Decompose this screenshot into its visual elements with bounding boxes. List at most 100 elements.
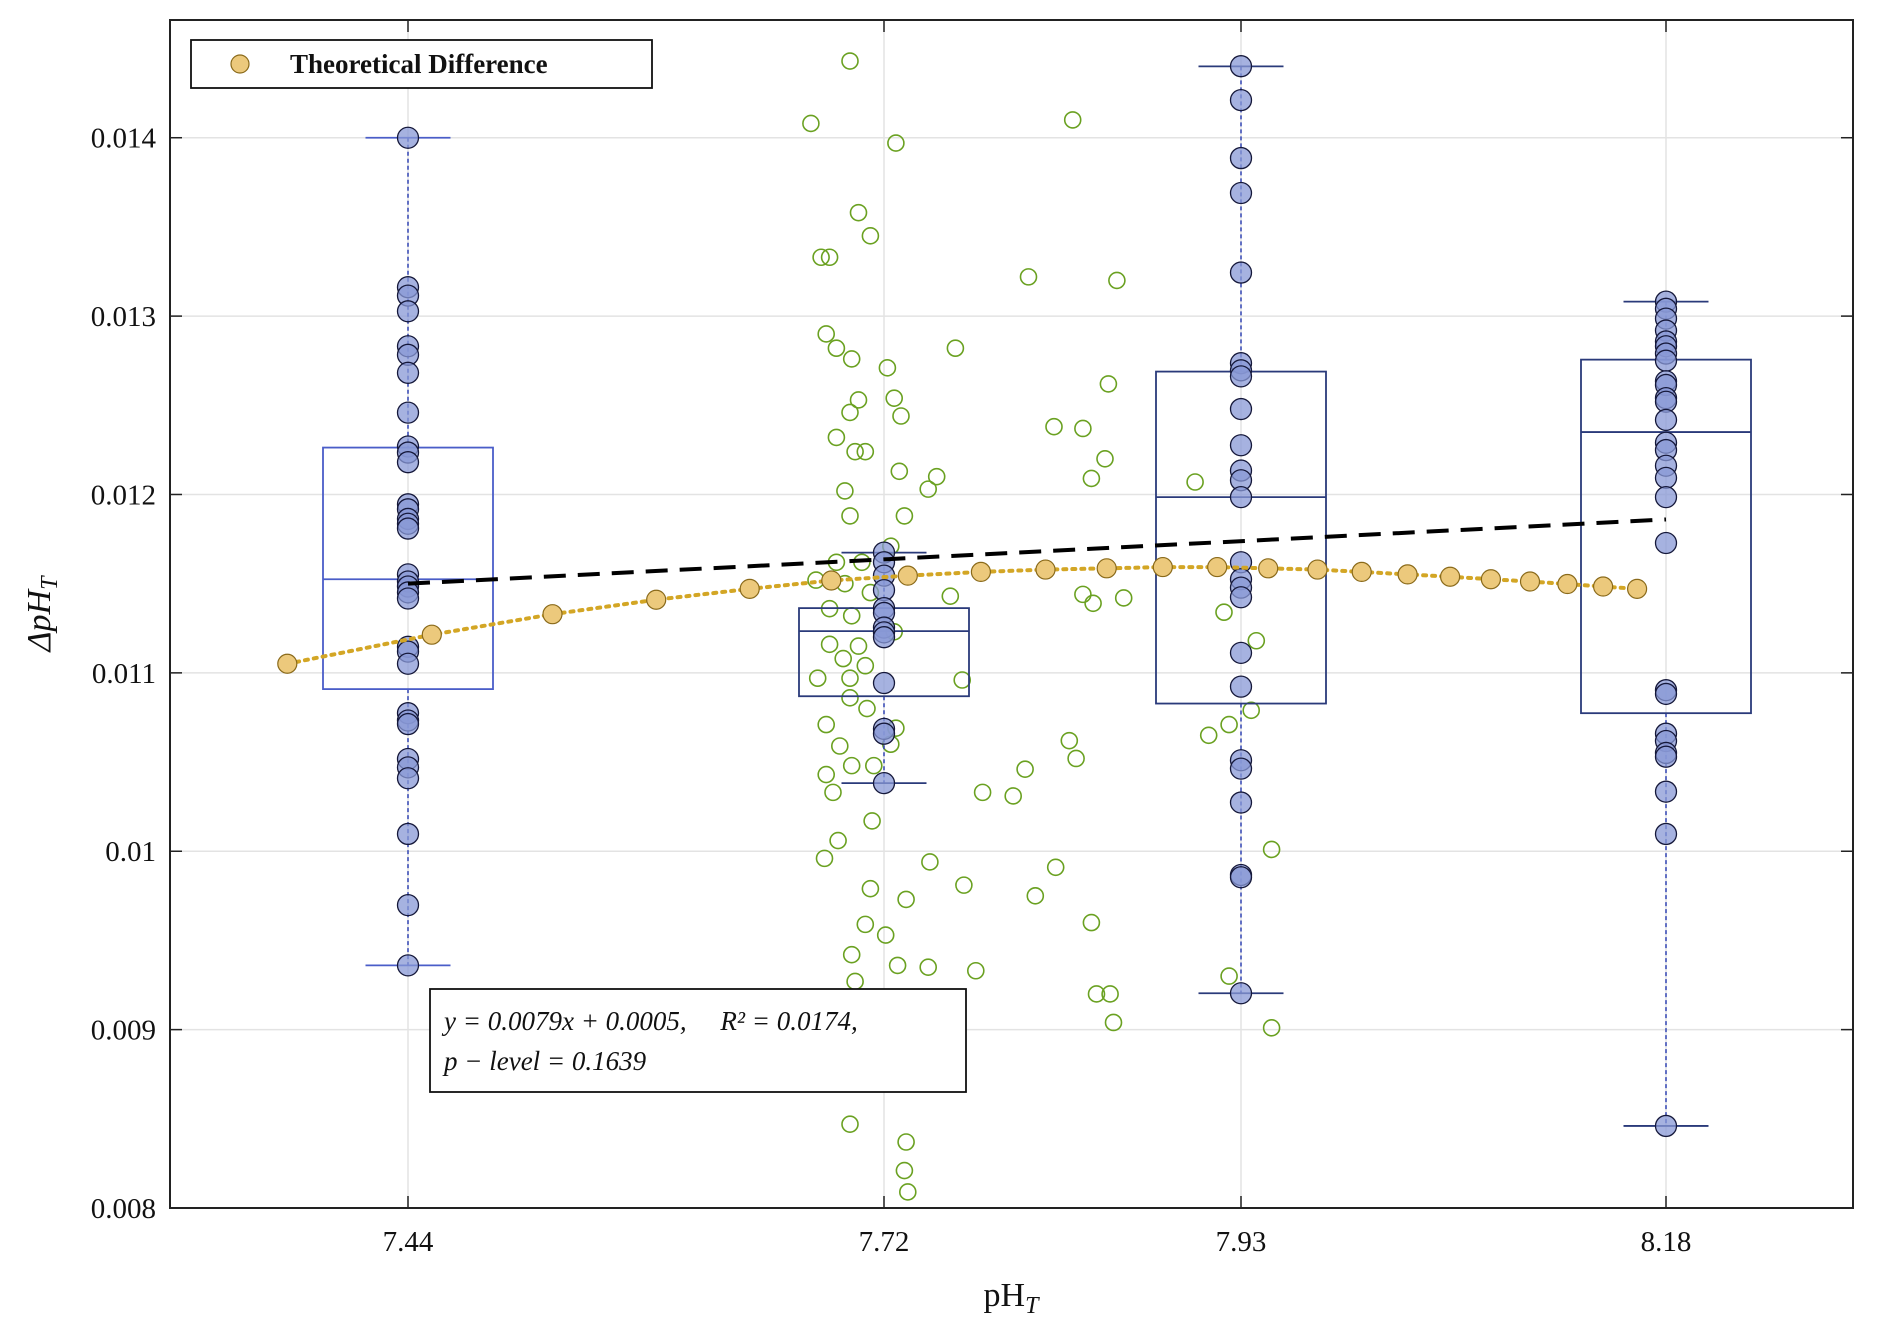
data-point-open: [876, 926, 895, 944]
box-point: [1229, 397, 1253, 421]
data-point-open: [863, 812, 881, 830]
box-point: [396, 517, 420, 540]
data-point-open: [864, 756, 883, 775]
data-point-open: [820, 248, 839, 267]
y-axis-label: ΔpHT: [21, 575, 63, 654]
data-point-open: [1220, 715, 1238, 734]
data-point-open: [1087, 985, 1106, 1003]
data-point-open: [927, 467, 946, 486]
y-tick-label: 0.01: [105, 836, 156, 868]
data-point-open: [1084, 594, 1102, 613]
box-point: [396, 401, 420, 424]
data-point-open: [841, 669, 859, 688]
data-point-open: [1104, 1013, 1123, 1032]
y-tick-label: 0.008: [91, 1193, 156, 1225]
data-point: [1626, 578, 1648, 599]
x-tick-label: 7.72: [859, 1226, 910, 1258]
data-point-open: [1074, 585, 1092, 604]
box-point: [1229, 181, 1253, 205]
y-axis-label-sub: T: [37, 575, 63, 590]
legend-marker: [230, 54, 250, 74]
data-point-open: [812, 248, 830, 267]
box-point: [1229, 641, 1253, 665]
x-axis-label: pHT: [984, 1277, 1041, 1319]
box-point: [1229, 982, 1253, 1005]
data-point-open: [861, 227, 880, 245]
box-point: [396, 767, 420, 790]
data-point-open: [946, 339, 965, 358]
data-point-open: [895, 507, 914, 525]
box-point: [396, 822, 420, 846]
data-point-open: [1082, 469, 1101, 488]
data-point-open: [941, 587, 960, 605]
data-point-open: [842, 945, 861, 964]
data-point-open: [841, 507, 859, 525]
data-point-open: [953, 671, 972, 689]
y-axis-label-base: ΔpH: [21, 587, 58, 653]
box-point: [396, 893, 420, 917]
data-point-open: [836, 482, 854, 500]
box-point: [396, 652, 420, 675]
data-point-open: [1262, 840, 1281, 859]
data-point-open: [1082, 913, 1101, 932]
box-point: [872, 626, 896, 649]
data-point-open: [841, 403, 859, 422]
data-point-open: [1247, 631, 1266, 650]
data-point-open: [841, 1115, 859, 1133]
y-tick-label: 0.009: [91, 1015, 156, 1047]
data-point: [1096, 558, 1117, 579]
data-point-open: [1108, 271, 1126, 290]
data-point-open: [897, 1133, 915, 1151]
data-point-open: [842, 756, 861, 775]
data-point-open: [817, 325, 836, 343]
data-point: [1397, 564, 1418, 585]
data-point: [970, 561, 992, 583]
data-point: [821, 570, 842, 591]
data-point-open: [829, 831, 847, 850]
overlay-layer: Theoretical Difference y = 0.0079x + 0.00…: [190, 39, 967, 1093]
data-point: [646, 589, 667, 610]
data-point: [1207, 556, 1228, 578]
box-point: [1229, 791, 1253, 814]
data-point-open: [849, 391, 868, 409]
marks-layer: [277, 52, 1752, 1201]
data-point: [542, 604, 563, 625]
series-line: [285, 565, 1640, 666]
box-point: [1229, 586, 1253, 609]
box-point: [1229, 757, 1253, 780]
data-point-open: [1074, 419, 1092, 438]
data-point-open: [856, 915, 875, 934]
data-point: [1307, 559, 1328, 580]
x-tick-label: 7.44: [383, 1226, 434, 1258]
box-point: [1229, 434, 1253, 457]
data-point-open: [897, 890, 915, 909]
box-point: [1229, 486, 1253, 509]
data-point-open: [1063, 111, 1082, 129]
data-point-open: [885, 389, 904, 407]
data-point: [1439, 566, 1461, 587]
box-point: [872, 671, 896, 695]
data-point-open: [919, 958, 938, 976]
data-point-open: [827, 339, 846, 358]
annotation-text: y = 0.0079x + 0.0005, R² = 0.0174,: [441, 1006, 858, 1036]
data-point-open: [1096, 450, 1114, 468]
data-point: [277, 653, 298, 674]
data-point-open: [1262, 1019, 1281, 1037]
data-point-open: [817, 715, 836, 734]
box-point: [1654, 682, 1678, 706]
box-point: [872, 722, 896, 745]
x-axis-label-base: pH: [984, 1277, 1026, 1314]
data-point-open: [861, 879, 880, 898]
x-axis-label-sub: T: [1025, 1293, 1040, 1319]
data-point: [1592, 576, 1614, 597]
data-point-open: [1199, 726, 1218, 745]
plot-frame: [169, 19, 1854, 1209]
data-point-open: [888, 956, 907, 975]
data-point-open: [966, 961, 985, 980]
data-point-open: [858, 699, 876, 718]
box-point: [396, 954, 420, 977]
data-point: [1035, 559, 1056, 580]
